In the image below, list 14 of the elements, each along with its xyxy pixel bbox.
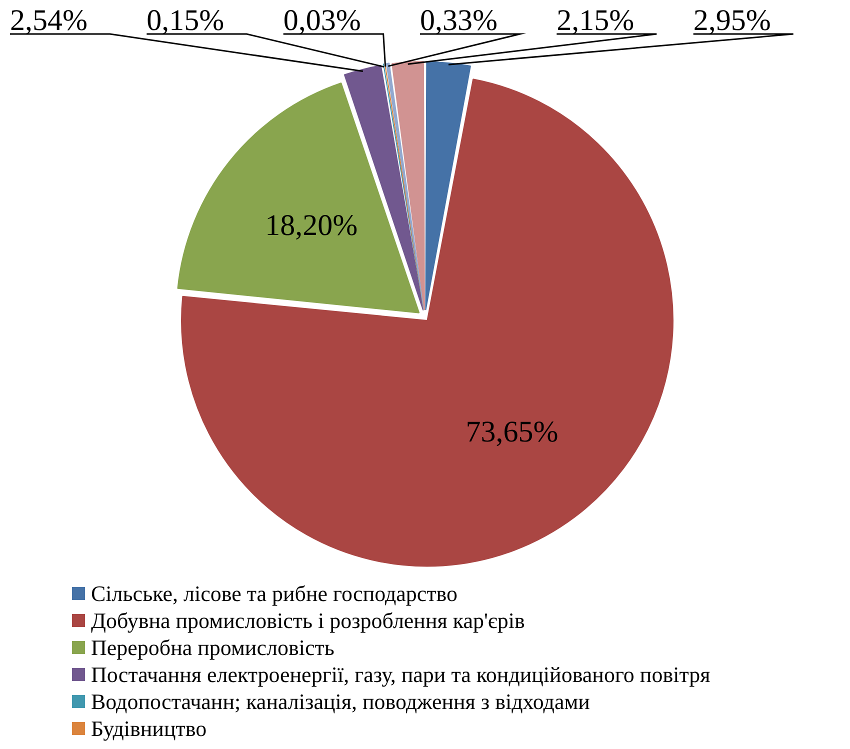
legend-label: Добувна промисловість і розроблення кар'єрів	[91, 607, 525, 634]
data-label: 2,54%	[10, 4, 88, 37]
data-label: 0,33%	[420, 4, 498, 37]
legend-label: Сільське, лісове та рибне господарство	[91, 580, 458, 607]
data-label: 0,15%	[146, 4, 224, 37]
data-label: 2,15%	[556, 4, 634, 37]
legend-label: Водопостачанн; каналізація, поводження з відходами	[91, 688, 590, 715]
legend-label: Переробна промисловість	[91, 634, 334, 661]
legend-label: Будівництво	[91, 715, 207, 742]
data-label: 18,20%	[265, 208, 358, 242]
data-label: 2,95%	[693, 4, 771, 37]
data-label: 73,65%	[466, 416, 558, 449]
data-label: 0,03%	[283, 4, 361, 37]
legend-label: Постачання електроенергії, газу, пари та кондиційованого повітря	[91, 661, 710, 688]
